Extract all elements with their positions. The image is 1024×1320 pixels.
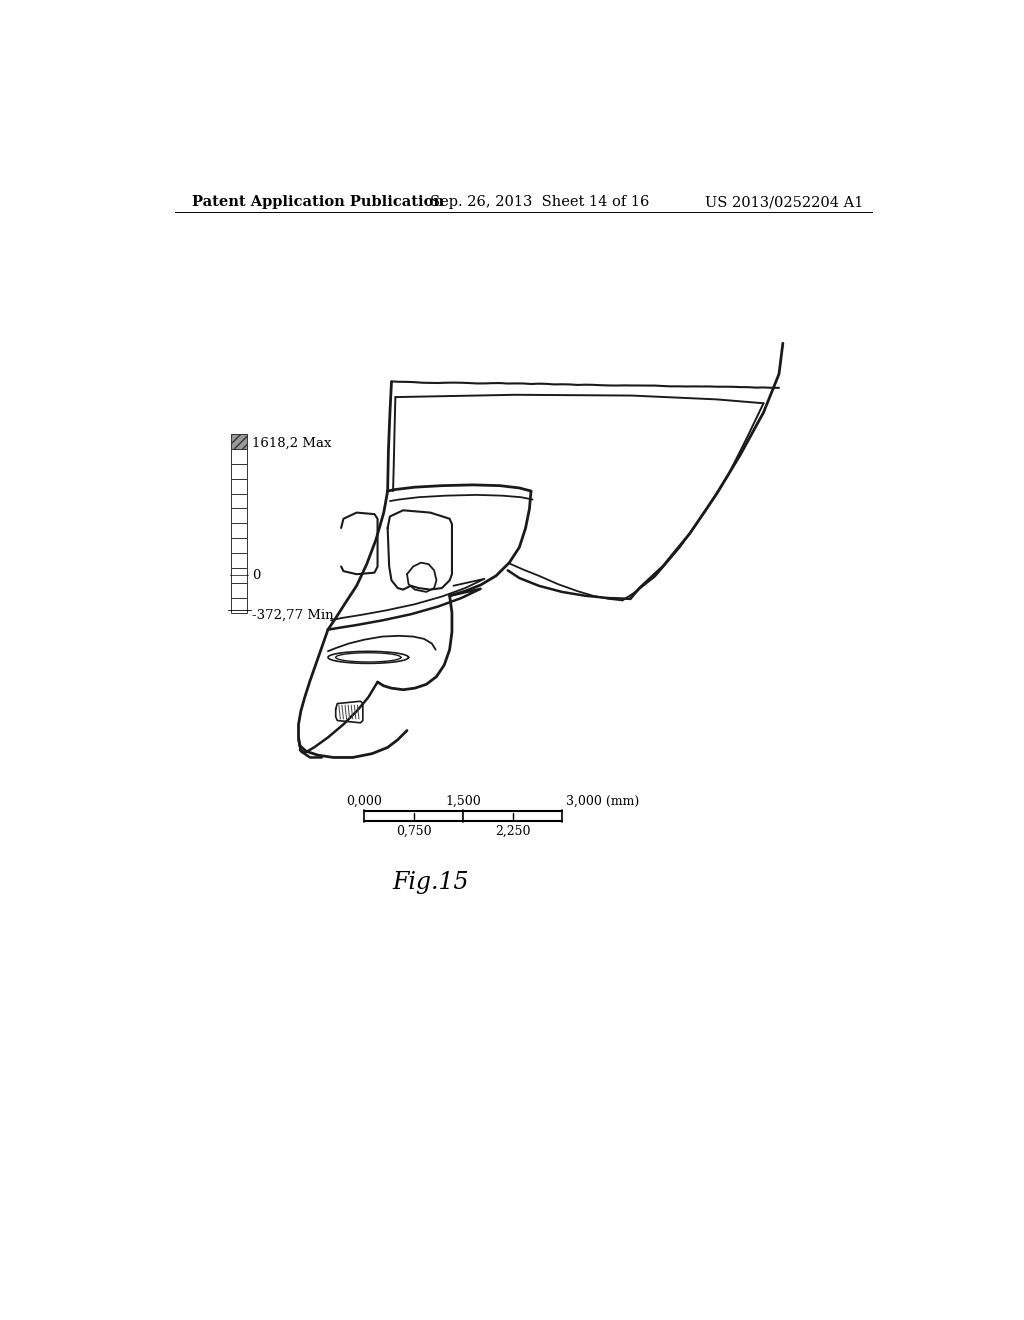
Polygon shape xyxy=(231,524,247,539)
Polygon shape xyxy=(231,463,247,479)
Polygon shape xyxy=(231,508,247,524)
Polygon shape xyxy=(231,583,247,598)
Text: 3,000 (mm): 3,000 (mm) xyxy=(566,795,639,808)
Text: US 2013/0252204 A1: US 2013/0252204 A1 xyxy=(706,195,864,210)
Text: Sep. 26, 2013  Sheet 14 of 16: Sep. 26, 2013 Sheet 14 of 16 xyxy=(430,195,649,210)
Text: Patent Application Publication: Patent Application Publication xyxy=(191,195,443,210)
Polygon shape xyxy=(231,598,247,612)
Polygon shape xyxy=(231,539,247,553)
Text: 1,500: 1,500 xyxy=(445,795,481,808)
Text: 0,750: 0,750 xyxy=(396,825,431,838)
Polygon shape xyxy=(231,449,247,463)
Text: 0,000: 0,000 xyxy=(346,795,382,808)
Text: 2,250: 2,250 xyxy=(495,825,530,838)
Text: -372,77 Min: -372,77 Min xyxy=(252,609,334,622)
Polygon shape xyxy=(231,553,247,568)
Text: 0: 0 xyxy=(252,569,260,582)
Text: 1618,2 Max: 1618,2 Max xyxy=(252,437,332,449)
Polygon shape xyxy=(231,434,247,449)
Polygon shape xyxy=(231,568,247,583)
Polygon shape xyxy=(231,494,247,508)
Text: Fig.15: Fig.15 xyxy=(392,871,469,894)
Polygon shape xyxy=(231,479,247,494)
